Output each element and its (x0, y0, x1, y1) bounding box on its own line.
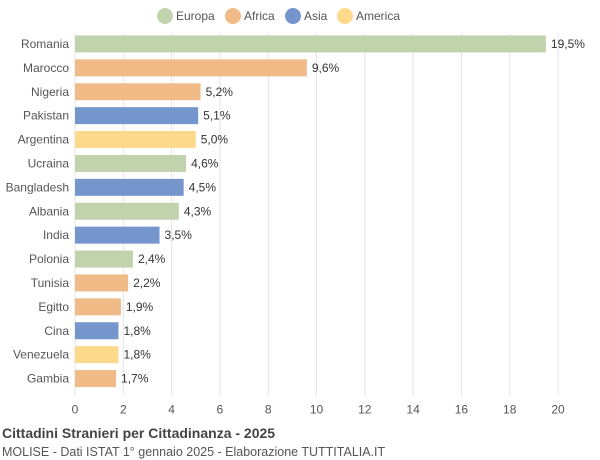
category-label: Tunisia (31, 276, 70, 290)
legend-swatch (337, 8, 353, 24)
x-tick-label: 0 (72, 403, 79, 417)
bar (75, 107, 199, 125)
data-label: 2,4% (138, 252, 166, 266)
category-label: Egitto (38, 300, 69, 314)
x-tick-label: 4 (168, 403, 175, 417)
bar (75, 322, 119, 340)
data-label: 2,2% (133, 276, 161, 290)
bar (75, 178, 184, 196)
category-label: Bangladesh (6, 180, 69, 194)
category-label: Albania (29, 204, 69, 218)
bar (75, 83, 201, 101)
category-label: Polonia (29, 252, 69, 266)
data-label: 1,9% (126, 300, 154, 314)
bar (75, 370, 117, 388)
x-tick-label: 14 (406, 403, 420, 417)
legend-label: Asia (304, 9, 328, 23)
data-label: 5,0% (201, 133, 229, 147)
x-tick-label: 8 (265, 403, 272, 417)
data-label: 3,5% (165, 228, 193, 242)
bar (75, 226, 160, 244)
legend-swatch (285, 8, 301, 24)
bar (75, 274, 129, 292)
bar (75, 35, 546, 53)
x-tick-label: 2 (120, 403, 127, 417)
x-tick-label: 18 (503, 403, 517, 417)
bar (75, 298, 121, 316)
category-label: India (43, 228, 69, 242)
chart-title: Cittadini Stranieri per Cittadinanza - 2… (2, 425, 276, 441)
bar (75, 346, 119, 364)
chart-subtitle: MOLISE - Dati ISTAT 1° gennaio 2025 - El… (2, 445, 386, 459)
legend-label: Africa (244, 9, 275, 23)
category-label: Venezuela (13, 348, 69, 362)
legend-label: America (356, 9, 400, 23)
legend-swatch (225, 8, 241, 24)
category-label: Gambia (27, 372, 69, 386)
data-label: 4,6% (191, 156, 219, 170)
category-label: Marocco (23, 61, 69, 75)
category-label: Argentina (18, 133, 70, 147)
category-label: Pakistan (23, 109, 69, 123)
category-label: Nigeria (31, 85, 69, 99)
data-label: 19,5% (551, 37, 585, 51)
data-label: 1,8% (123, 348, 151, 362)
x-tick-label: 20 (551, 403, 565, 417)
category-label: Ucraina (28, 156, 70, 170)
bar (75, 154, 187, 172)
data-label: 1,8% (123, 324, 151, 338)
data-label: 5,1% (203, 109, 231, 123)
data-label: 4,5% (189, 180, 217, 194)
bar (75, 131, 196, 149)
legend-label: Europa (176, 9, 215, 23)
legend-swatch (157, 8, 173, 24)
bar (75, 250, 133, 268)
bar (75, 202, 179, 220)
bar (75, 59, 307, 77)
data-label: 9,6% (312, 61, 340, 75)
data-label: 1,7% (121, 372, 149, 386)
x-tick-label: 6 (217, 403, 224, 417)
x-tick-label: 16 (455, 403, 469, 417)
x-tick-label: 10 (310, 403, 324, 417)
data-label: 5,2% (206, 85, 234, 99)
data-label: 4,3% (184, 204, 212, 218)
x-tick-label: 12 (358, 403, 372, 417)
category-label: Romania (21, 37, 69, 51)
category-label: Cina (44, 324, 69, 338)
